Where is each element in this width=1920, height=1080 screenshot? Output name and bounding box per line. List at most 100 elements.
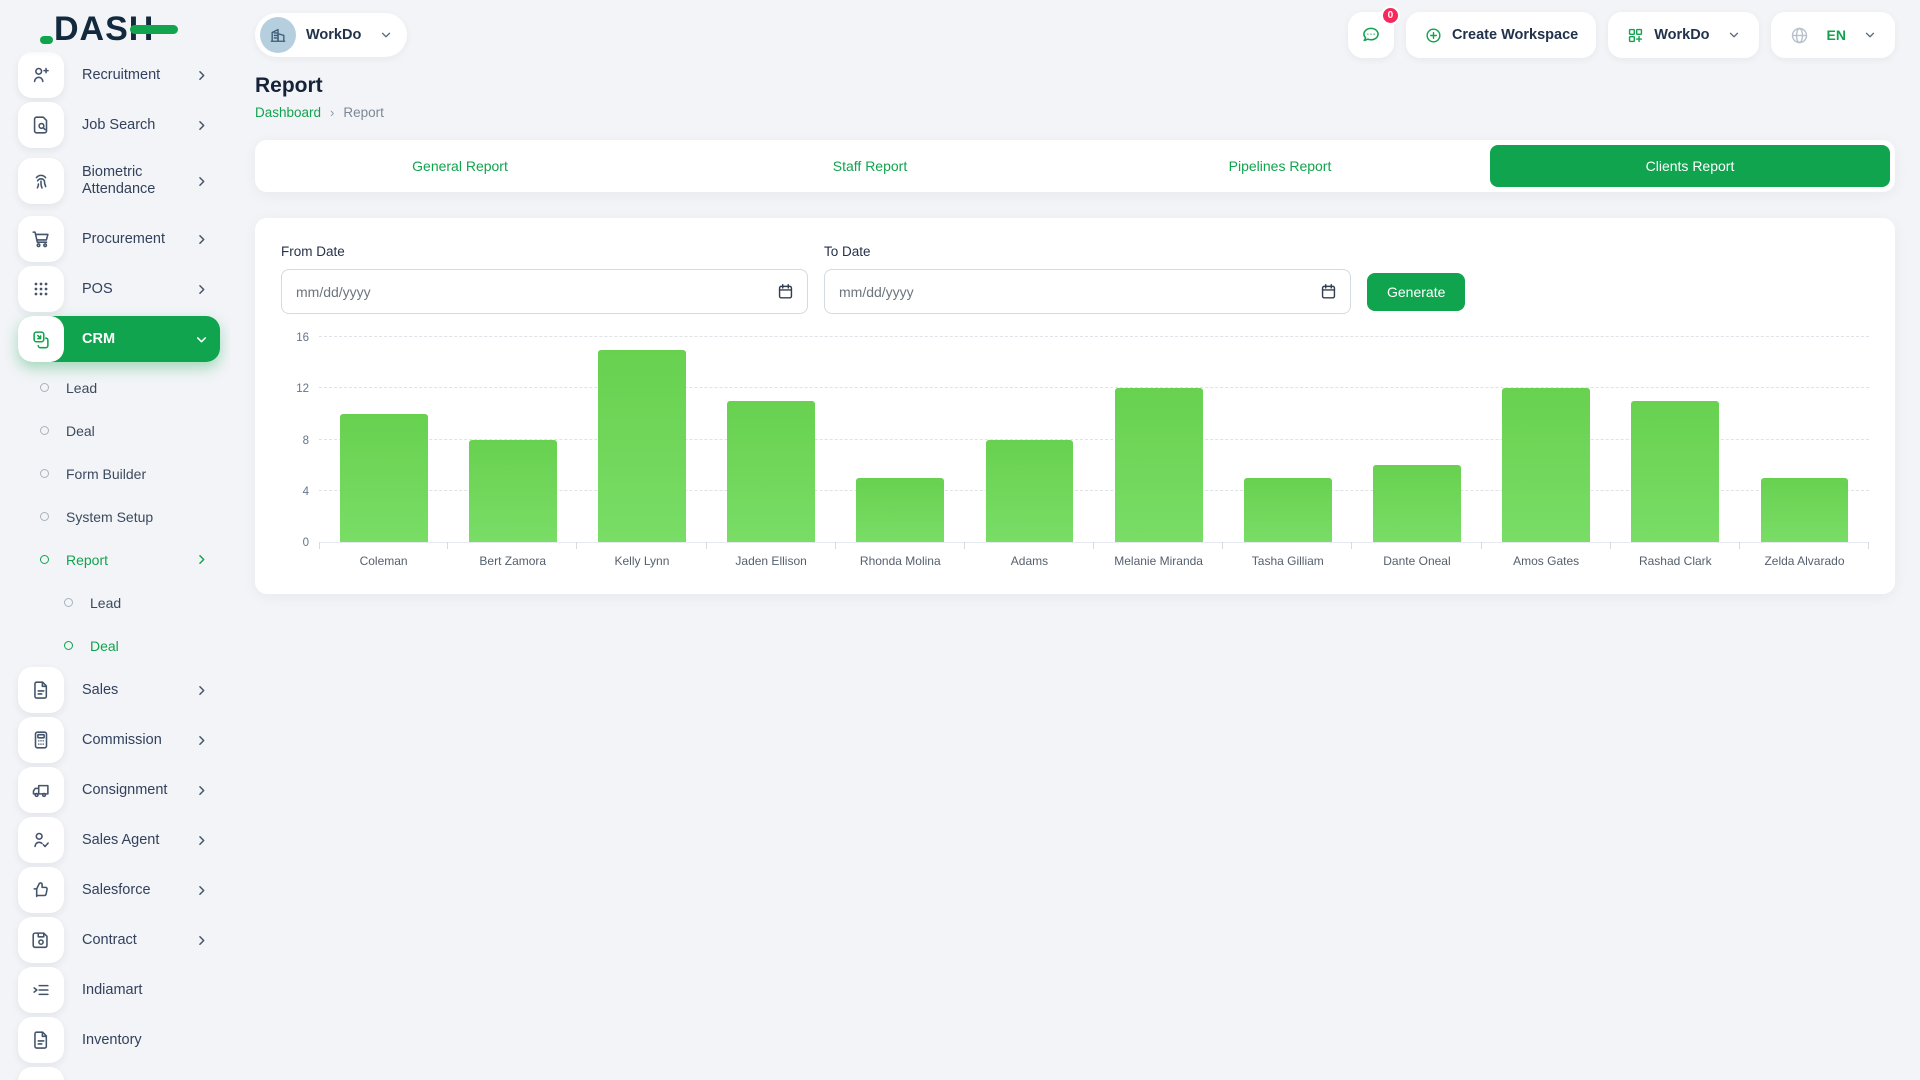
bar-slot	[707, 338, 836, 549]
chevron-down-icon	[1727, 28, 1741, 42]
sidebar-item-pos[interactable]: POS	[18, 266, 220, 312]
sidebar-subitem-form-builder[interactable]: Form Builder	[18, 452, 220, 495]
calendar-icon[interactable]	[1319, 282, 1338, 301]
breadcrumb-dashboard-link[interactable]: Dashboard	[255, 105, 322, 120]
sidebar-subitem-report[interactable]: Report	[18, 538, 220, 581]
x-axis-label: Tasha Gilliam	[1251, 554, 1324, 568]
sidebar-item-label: Biometric Attendance	[82, 164, 156, 197]
bar-slot	[1223, 338, 1353, 549]
workspace-selector[interactable]: WorkDo	[255, 13, 408, 57]
file-search-icon	[18, 102, 64, 148]
sidebar-item-label: Sales Agent	[82, 831, 160, 848]
sidebar-item-crm[interactable]: CRM	[18, 316, 220, 362]
chevron-right-icon	[194, 232, 212, 247]
user-check-icon	[18, 817, 64, 863]
report-filters: From Date To Date	[281, 244, 1869, 314]
sidebar-subitem-lead[interactable]: Lead	[18, 581, 220, 624]
breadcrumb: Dashboard › Report	[255, 105, 1895, 120]
chevron-down-icon	[379, 28, 393, 42]
x-axis-label: Jaden Ellison	[735, 554, 807, 568]
from-date-input[interactable]	[281, 269, 808, 314]
sidebar-item-sales[interactable]: Sales	[18, 667, 220, 713]
save-icon	[18, 917, 64, 963]
calendar-icon[interactable]	[776, 282, 795, 301]
x-axis-label: Bert Zamora	[479, 554, 547, 568]
chevron-right-icon	[194, 118, 212, 133]
bar-coleman	[339, 413, 428, 542]
generate-button[interactable]: Generate	[1367, 273, 1466, 311]
chevron-right-icon	[194, 282, 212, 297]
sidebar-subitem-label: Lead	[66, 379, 98, 396]
tab-clients-report[interactable]: Clients Report	[1490, 145, 1890, 187]
page-title: Report	[255, 74, 323, 97]
sidebar-item-commission[interactable]: Commission	[18, 717, 220, 763]
tab-pipelines-report[interactable]: Pipelines Report	[1228, 158, 1332, 174]
bullet-icon	[40, 469, 49, 478]
cart-icon	[18, 216, 64, 262]
bar-slot	[1482, 338, 1611, 549]
sidebar-item-biometric-attendance[interactable]: Biometric Attendance	[18, 152, 220, 210]
breadcrumb-separator: ›	[330, 105, 335, 120]
sidebar-item-consignment[interactable]: Consignment	[18, 767, 220, 813]
topbar-actions: 0 Create Workspace WorkDo	[1347, 6, 1895, 58]
y-axis-tick: 4	[302, 485, 309, 498]
chevron-right-icon	[194, 552, 212, 567]
sidebar-item-inventory[interactable]: Inventory	[18, 1017, 220, 1063]
sidebar-subitem-system-setup[interactable]: System Setup	[18, 495, 220, 538]
sidebar-item-salesforce[interactable]: Salesforce	[18, 867, 220, 913]
sidebar-item-recruitment[interactable]: Recruitment	[18, 52, 220, 98]
bar-tasha-gilliam	[1243, 477, 1332, 542]
report-tabs: General Report Staff Report Pipelines Repo…	[255, 140, 1895, 192]
sidebar-item-sales-agent[interactable]: Sales Agent	[18, 817, 220, 863]
chevron-right-icon	[194, 833, 212, 848]
sidebar-item-procurement[interactable]: Procurement	[18, 216, 220, 262]
sidebar-item-label: Procurement	[82, 230, 166, 247]
sidebar-item-contract[interactable]: Contract	[18, 917, 220, 963]
sidebar-subitem-deal[interactable]: Deal	[18, 409, 220, 452]
bar-zelda-alvarado	[1760, 477, 1849, 542]
workdo-menu-button[interactable]: WorkDo	[1608, 12, 1759, 58]
thumbs-up-icon	[18, 867, 64, 913]
from-date-field: From Date	[281, 244, 808, 314]
language-label: EN	[1826, 27, 1846, 43]
bar-rashad-clark	[1631, 401, 1720, 542]
clients-report-panel: From Date To Date	[255, 218, 1895, 594]
logo-area: DASH	[0, 0, 230, 58]
clients-bar-chart: 0 4 8 12 16 Coleman Bert Zamora Kelly Lynn Jade…	[281, 332, 1870, 568]
bar-amos-gates	[1502, 388, 1591, 542]
topbar: WorkDo 0 Create Workspace	[255, 0, 1895, 62]
sidebar-item-label: Commission	[82, 731, 162, 748]
x-axis-label: Rashad Clark	[1638, 554, 1712, 568]
calculator-icon	[18, 717, 64, 763]
bar-slot	[319, 338, 449, 549]
x-axis-label: Amos Gates	[1513, 554, 1580, 568]
sidebar-item-indiamart[interactable]: Indiamart	[18, 967, 220, 1013]
bar-kelly-lynn	[598, 349, 686, 542]
create-workspace-button[interactable]: Create Workspace	[1405, 12, 1597, 58]
stack-icon	[18, 316, 64, 362]
to-date-input[interactable]	[824, 269, 1351, 314]
sidebar-subitem-lead[interactable]: Lead	[18, 366, 220, 409]
messages-button[interactable]: 0	[1347, 6, 1400, 58]
tab-general-report[interactable]: General Report	[412, 158, 508, 174]
page-header: Report Dashboard › Report	[255, 74, 1895, 120]
chevron-down-icon	[1863, 28, 1877, 42]
sidebar-item-label: Contract	[82, 931, 137, 948]
sidebar-item-item-21[interactable]	[18, 1067, 220, 1080]
gridline	[319, 336, 1869, 337]
sidebar-subitem-deal[interactable]: Deal	[18, 624, 220, 667]
building-icon	[270, 28, 286, 42]
to-date-field: To Date	[824, 244, 1351, 314]
workspace-label: WorkDo	[306, 27, 362, 43]
language-selector[interactable]: EN	[1770, 12, 1895, 58]
bar-rhonda-molina	[856, 477, 945, 542]
x-axis-label: Zelda Alvarado	[1764, 554, 1845, 568]
bars-row	[319, 338, 1870, 549]
dash-logo[interactable]: DASH	[40, 10, 179, 49]
sidebar-item-job-search[interactable]: Job Search	[18, 102, 220, 148]
user-plus-icon	[18, 52, 64, 98]
globe-icon	[1789, 25, 1810, 46]
sidebar: DASH Recruitment Job Search Biometric Atte…	[0, 0, 230, 1080]
y-axis-tick: 12	[296, 383, 309, 396]
tab-staff-report[interactable]: Staff Report	[832, 158, 908, 174]
